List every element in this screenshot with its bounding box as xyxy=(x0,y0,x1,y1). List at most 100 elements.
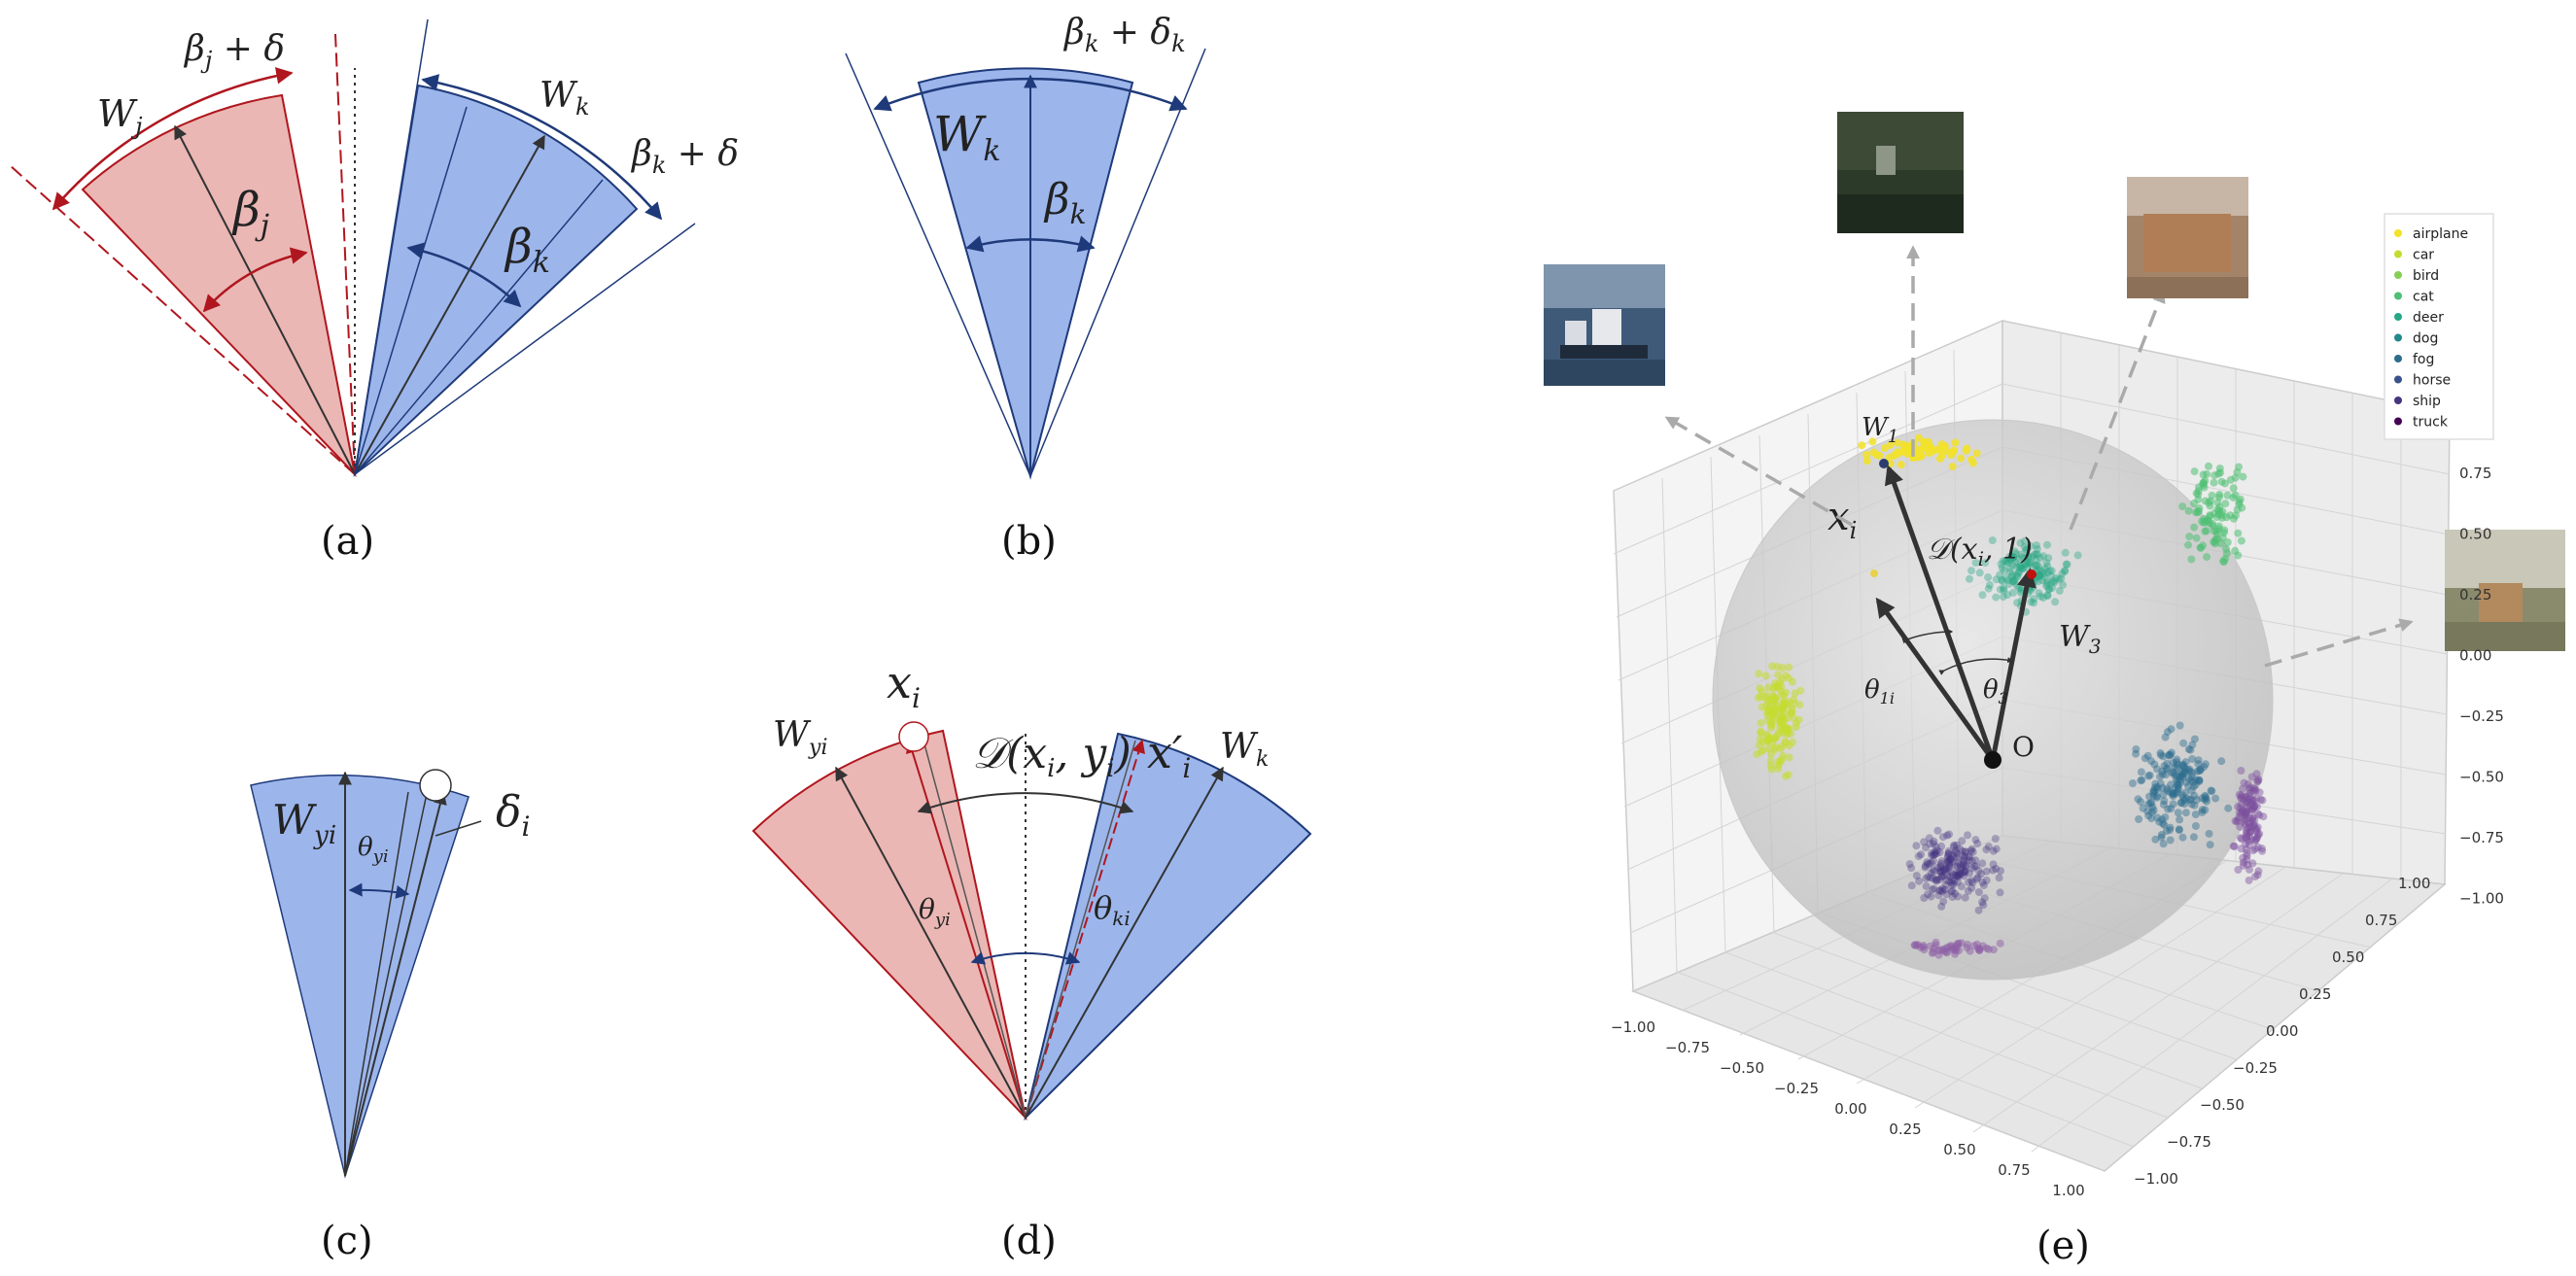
cluster-point xyxy=(2008,553,2017,562)
cluster-point xyxy=(1996,939,2004,948)
cluster-point xyxy=(2241,815,2249,824)
cluster-point xyxy=(2259,812,2268,821)
cluster-point xyxy=(1948,886,1957,895)
cluster-point xyxy=(2255,788,2264,797)
cluster-point xyxy=(2254,776,2263,783)
cluster-point xyxy=(2166,788,2175,796)
cluster-point xyxy=(2178,761,2186,770)
cluster-point xyxy=(1937,872,1946,880)
cluster-point xyxy=(2195,504,2204,512)
cluster-point xyxy=(2175,825,2183,834)
cluster-point xyxy=(2148,803,2157,811)
cluster-point xyxy=(1920,946,1929,954)
cluster-point xyxy=(2176,773,2183,781)
cluster-point xyxy=(1972,875,1981,883)
legend-marker-cat xyxy=(2394,292,2402,300)
panel-d: xi 𝒟(xi, yi) x′i Wyi Wk θyi θki (d) xyxy=(751,656,1312,1263)
cluster-point xyxy=(2190,801,2199,810)
cluster-point xyxy=(2221,500,2230,508)
cluster-point xyxy=(2248,846,2257,855)
cluster-point xyxy=(1965,856,1973,865)
cluster-point xyxy=(2042,559,2051,568)
cluster-point xyxy=(1965,853,1973,862)
cluster-point xyxy=(2169,759,2177,767)
cluster-point xyxy=(2036,592,2045,601)
cluster-point xyxy=(2167,780,2176,789)
unit-sphere xyxy=(1712,419,2274,981)
legend-marker-deer xyxy=(2394,313,2402,321)
cluster-point xyxy=(2176,778,2184,787)
cluster-point xyxy=(2039,552,2048,561)
cluster-point xyxy=(1893,438,1901,447)
cluster-point xyxy=(2185,796,2194,805)
cluster-point xyxy=(2239,807,2246,815)
cluster-point xyxy=(2190,523,2199,532)
cluster-point xyxy=(1959,859,1967,868)
arc-d-top xyxy=(917,792,1134,814)
cluster-point xyxy=(2062,560,2071,569)
cluster-point xyxy=(2253,871,2262,879)
cluster-point xyxy=(2180,800,2189,809)
cluster-point xyxy=(1978,591,1987,600)
cluster-point xyxy=(2024,552,2033,561)
cluster-point xyxy=(1961,852,1969,861)
cluster-point xyxy=(2210,478,2218,487)
cluster-point xyxy=(1932,843,1940,851)
cluster-point xyxy=(2235,500,2244,508)
cluster-point xyxy=(1927,892,1935,901)
cluster-point xyxy=(1959,869,1967,878)
y-tick-label: −0.25 xyxy=(2233,1059,2278,1077)
arc-outer-k xyxy=(421,74,663,221)
cluster-point xyxy=(2158,815,2167,824)
cluster-point xyxy=(1778,719,1787,728)
label-theta-yi: θyi xyxy=(919,893,951,930)
cluster-point xyxy=(2158,783,2167,792)
cluster-point xyxy=(1940,865,1948,874)
legend-marker-fog xyxy=(2394,355,2402,362)
z-tick-label: −1.00 xyxy=(2459,890,2504,908)
cluster-point xyxy=(2219,529,2228,537)
cluster-point xyxy=(1989,860,1998,869)
cluster-point xyxy=(1953,853,1962,862)
cluster-point xyxy=(1754,694,1762,703)
cluster-point xyxy=(2201,791,2210,800)
cluster-point xyxy=(2242,810,2250,819)
x-tick-label: −0.75 xyxy=(1665,1039,1710,1056)
cluster-point xyxy=(2181,788,2189,797)
cluster-point xyxy=(1932,876,1940,884)
cluster-point xyxy=(1938,833,1947,842)
cluster-point xyxy=(2191,810,2200,819)
cluster-point xyxy=(1952,869,1961,878)
cluster-point xyxy=(2244,860,2252,869)
cluster-point xyxy=(1931,847,1939,856)
cluster-point xyxy=(2173,755,2181,764)
cluster-point xyxy=(2184,744,2193,753)
cluster-point xyxy=(2237,800,2245,809)
cluster-point xyxy=(1967,864,1976,873)
legend-label-fog: fog xyxy=(2413,352,2434,367)
cluster-point xyxy=(2240,807,2248,815)
cluster-point xyxy=(1962,860,1970,869)
cluster-point xyxy=(2242,809,2250,817)
cluster-point xyxy=(1985,580,1994,589)
cluster-point xyxy=(2149,792,2158,801)
cluster-point xyxy=(1937,857,1946,866)
cluster-point xyxy=(1978,898,1987,907)
cluster-point xyxy=(1997,560,2005,569)
cluster-point xyxy=(1756,684,1764,693)
cluster-point xyxy=(2241,820,2249,829)
cluster-point xyxy=(2008,577,2017,586)
arc-outer-j xyxy=(52,67,294,211)
cluster-point xyxy=(2073,551,2082,560)
cluster-point xyxy=(2247,806,2256,814)
cluster-point xyxy=(1965,878,1972,886)
y-tick-label: 0.50 xyxy=(2332,948,2364,966)
cluster-point xyxy=(1784,771,1793,779)
cluster-point xyxy=(2169,800,2177,809)
cluster-point xyxy=(2164,765,2173,774)
cluster-point xyxy=(2252,825,2261,834)
cluster-point xyxy=(2022,560,2031,569)
cluster-point xyxy=(2153,765,2161,774)
cluster-point xyxy=(2237,794,2245,803)
cluster-point xyxy=(2156,779,2165,788)
